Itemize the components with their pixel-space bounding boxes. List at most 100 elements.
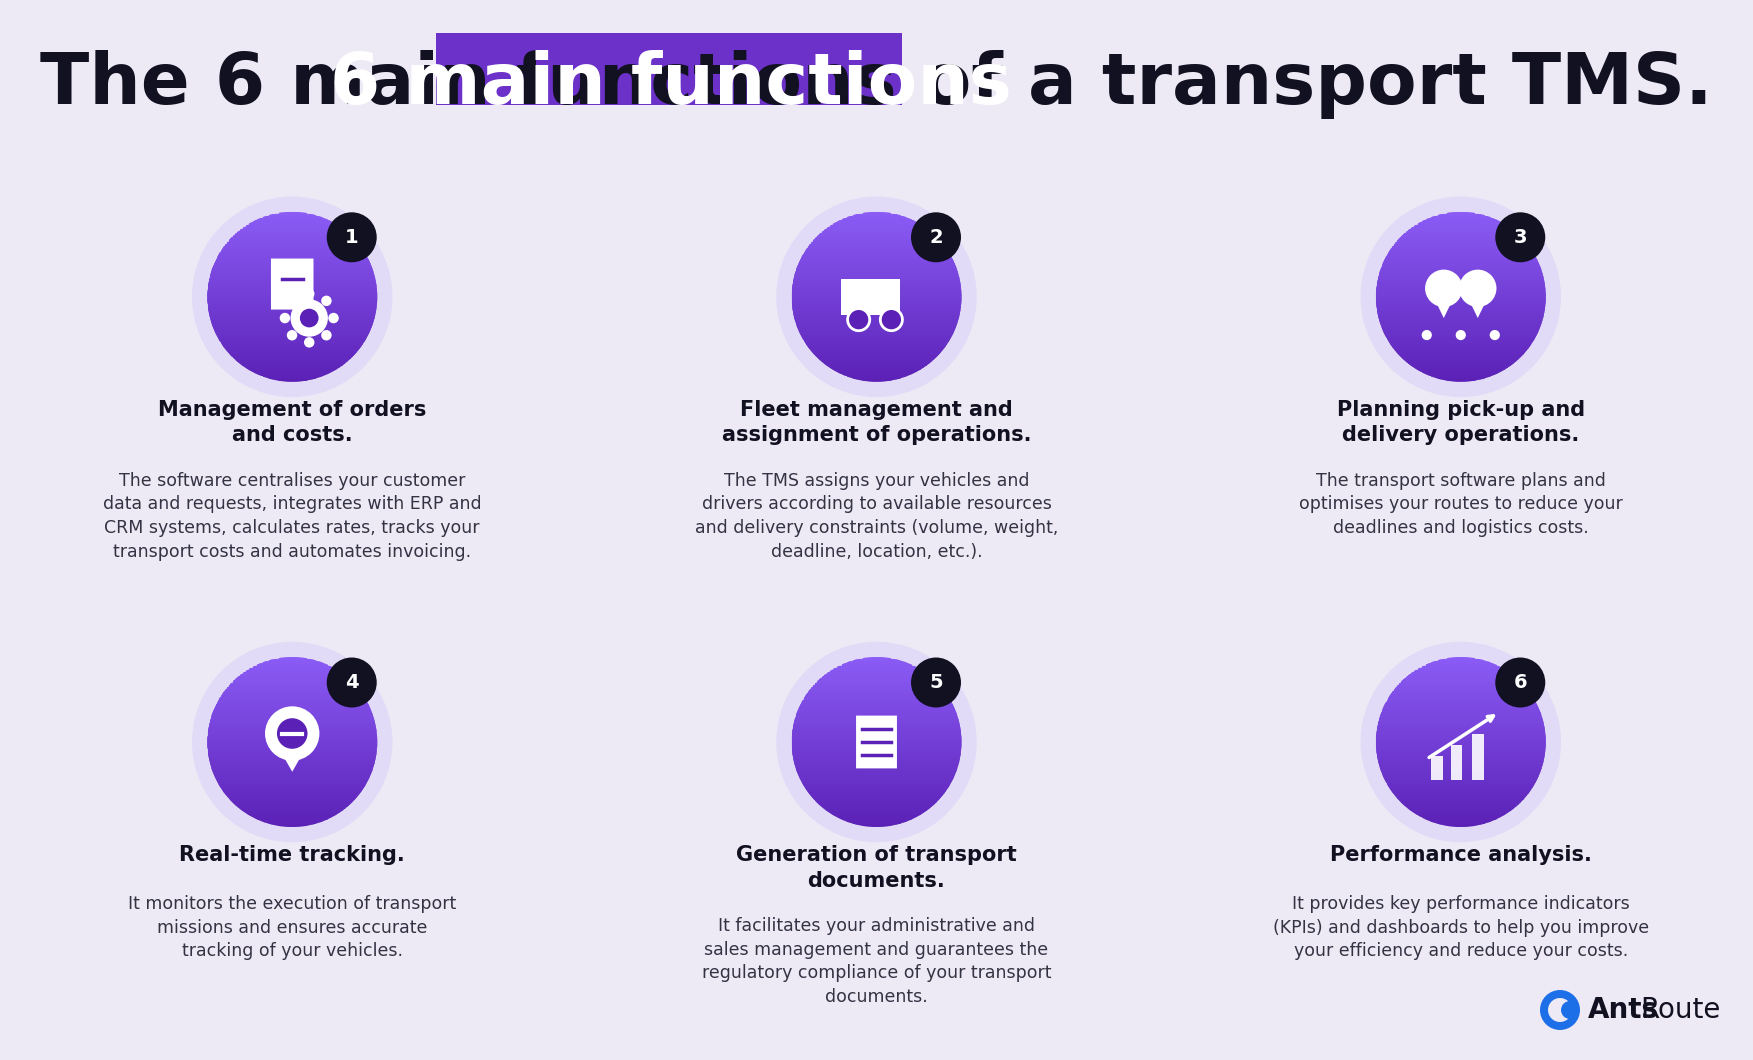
Bar [214,329,370,331]
Circle shape [1458,269,1497,307]
Circle shape [303,337,314,348]
Bar [1430,661,1490,664]
Bar [207,744,377,746]
Bar [794,318,959,320]
Bar [1380,765,1543,767]
Bar [207,301,377,303]
Bar [815,799,938,801]
Bar [249,668,335,670]
Bar [803,254,950,257]
Bar [796,269,957,271]
Bar [1408,363,1513,365]
Bar [210,717,373,719]
Bar [279,825,305,827]
Bar [228,240,356,242]
Bar [792,305,961,307]
Bar [224,689,359,691]
Circle shape [1422,330,1432,340]
Bar [237,231,347,233]
Bar [1399,799,1523,801]
Bar [1376,748,1546,750]
Bar [1392,791,1530,793]
Bar [1376,310,1544,312]
Bar [1422,220,1501,223]
Bar [817,681,936,683]
Bar [1383,708,1539,710]
Bar [214,708,370,710]
Bar [862,825,891,827]
Bar [245,670,338,672]
Bar [1425,818,1495,820]
Bar [798,265,955,267]
Bar [223,246,361,248]
Bar [1392,346,1530,348]
Bar [1385,704,1537,706]
Bar [805,787,948,789]
Bar [1397,797,1525,799]
Bar [219,697,365,700]
Bar [1397,240,1525,242]
Bar [233,681,352,683]
Bar [796,267,957,269]
Bar [233,801,352,803]
Bar [813,685,940,687]
Bar [822,806,931,808]
Bar [862,212,891,214]
Bar [824,229,929,231]
Polygon shape [1432,294,1455,318]
Text: 3: 3 [1513,228,1527,247]
Bar [1392,691,1530,693]
Bar [1376,729,1544,731]
Bar [216,259,368,261]
Bar [207,293,377,295]
Bar [1408,229,1513,231]
Bar [819,678,934,681]
Bar [792,742,961,744]
Bar [1376,293,1546,295]
Bar [235,358,349,360]
Bar [792,295,961,297]
Bar [1376,753,1544,755]
Bar [279,379,305,382]
Bar [209,286,377,288]
Bar [801,257,952,259]
Bar [240,808,345,810]
Bar [217,257,368,259]
Bar [209,731,377,734]
Text: Real-time tracking.: Real-time tracking. [179,845,405,865]
Text: Planning pick-up and
delivery operations.: Planning pick-up and delivery operations… [1338,400,1585,445]
Bar [1394,793,1529,795]
Bar [219,784,365,787]
Bar [249,369,335,371]
Bar [1401,235,1520,237]
Bar [210,719,373,721]
Bar [792,301,961,303]
Bar [824,808,929,810]
Bar [827,810,926,812]
Bar [209,755,377,757]
Bar [1376,305,1544,307]
Bar [838,371,915,373]
Bar [1378,316,1543,318]
Bar [1388,695,1532,697]
Text: 1: 1 [345,228,359,247]
Bar [803,700,950,702]
Bar [207,290,377,293]
Bar [796,322,957,324]
Bar [249,814,335,816]
Bar [796,770,957,772]
Bar [792,290,961,293]
Bar [209,729,377,731]
Bar [817,235,936,237]
Bar [1387,337,1536,339]
Bar [279,212,305,214]
Bar [799,331,954,333]
Bar [1376,734,1546,736]
Bar [1381,265,1539,267]
Bar [1406,676,1516,678]
Bar [803,252,950,254]
Bar [1381,267,1541,269]
Bar [1376,744,1546,746]
Bar [1395,795,1527,797]
Bar [1376,299,1546,301]
